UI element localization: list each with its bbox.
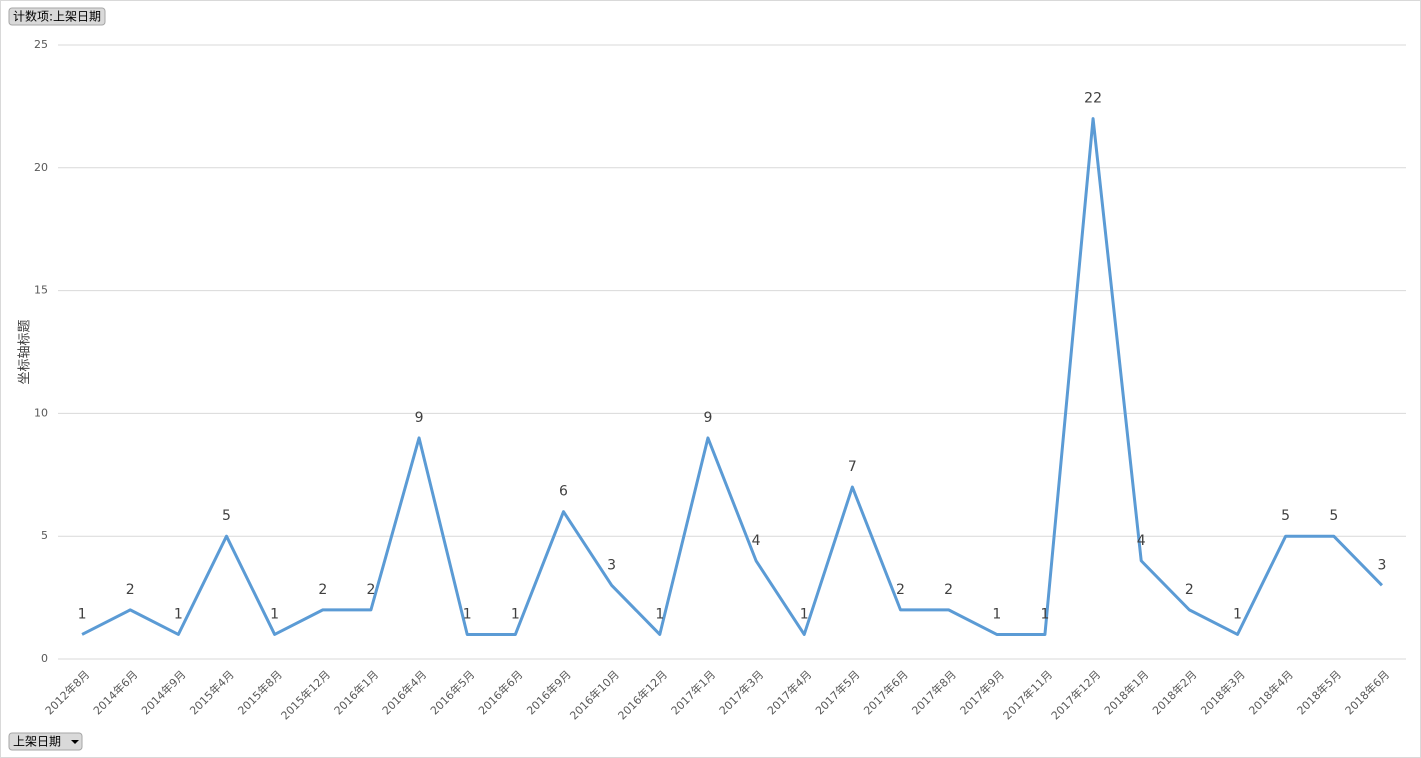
data-label: 3 (1377, 557, 1386, 573)
value-field-label: 计数项:上架日期 (13, 9, 101, 24)
y-tick-label: 25 (34, 38, 48, 51)
data-label: 1 (992, 606, 1001, 622)
field-button-bg (8, 7, 106, 26)
y-tick-label: 15 (34, 284, 48, 297)
data-label: 2 (366, 582, 375, 598)
data-label: 4 (752, 533, 761, 549)
data-label: 22 (1084, 91, 1102, 107)
data-label: 9 (415, 410, 424, 426)
y-tick-label: 20 (34, 161, 48, 174)
data-label: 1 (174, 606, 183, 622)
data-label: 1 (78, 606, 87, 622)
data-label: 1 (463, 606, 472, 622)
data-label: 5 (1329, 508, 1338, 524)
axis-field-label: 上架日期 (13, 735, 61, 749)
data-label: 5 (1281, 508, 1290, 524)
data-label: 1 (1040, 606, 1049, 622)
data-label: 4 (1137, 533, 1146, 549)
data-label: 7 (848, 459, 857, 475)
data-label: 2 (944, 582, 953, 598)
data-label: 2 (896, 582, 905, 598)
y-tick-label: 5 (41, 529, 48, 542)
y-tick-label: 0 (41, 652, 48, 665)
data-label: 2 (1185, 582, 1194, 598)
data-line (81, 117, 1384, 636)
data-label: 3 (607, 557, 616, 573)
field-button-bg (8, 732, 83, 751)
y-tick-label: 10 (34, 406, 48, 419)
data-label: 5 (222, 508, 231, 524)
data-label: 1 (1233, 606, 1242, 622)
data-label: 1 (800, 606, 809, 622)
axis-field-button[interactable]: 上架日期 (8, 732, 83, 751)
data-label: 1 (655, 606, 664, 622)
data-label: 2 (126, 582, 135, 598)
data-label: 1 (270, 606, 279, 622)
y-axis-title: 坐标轴标题 (18, 319, 33, 384)
data-label: 6 (559, 484, 568, 500)
data-label: 9 (703, 410, 712, 426)
dropdown-arrow (71, 740, 79, 744)
data-label: 2 (318, 582, 327, 598)
value-field-button[interactable]: 计数项:上架日期 (8, 7, 106, 26)
data-label: 1 (511, 606, 520, 622)
